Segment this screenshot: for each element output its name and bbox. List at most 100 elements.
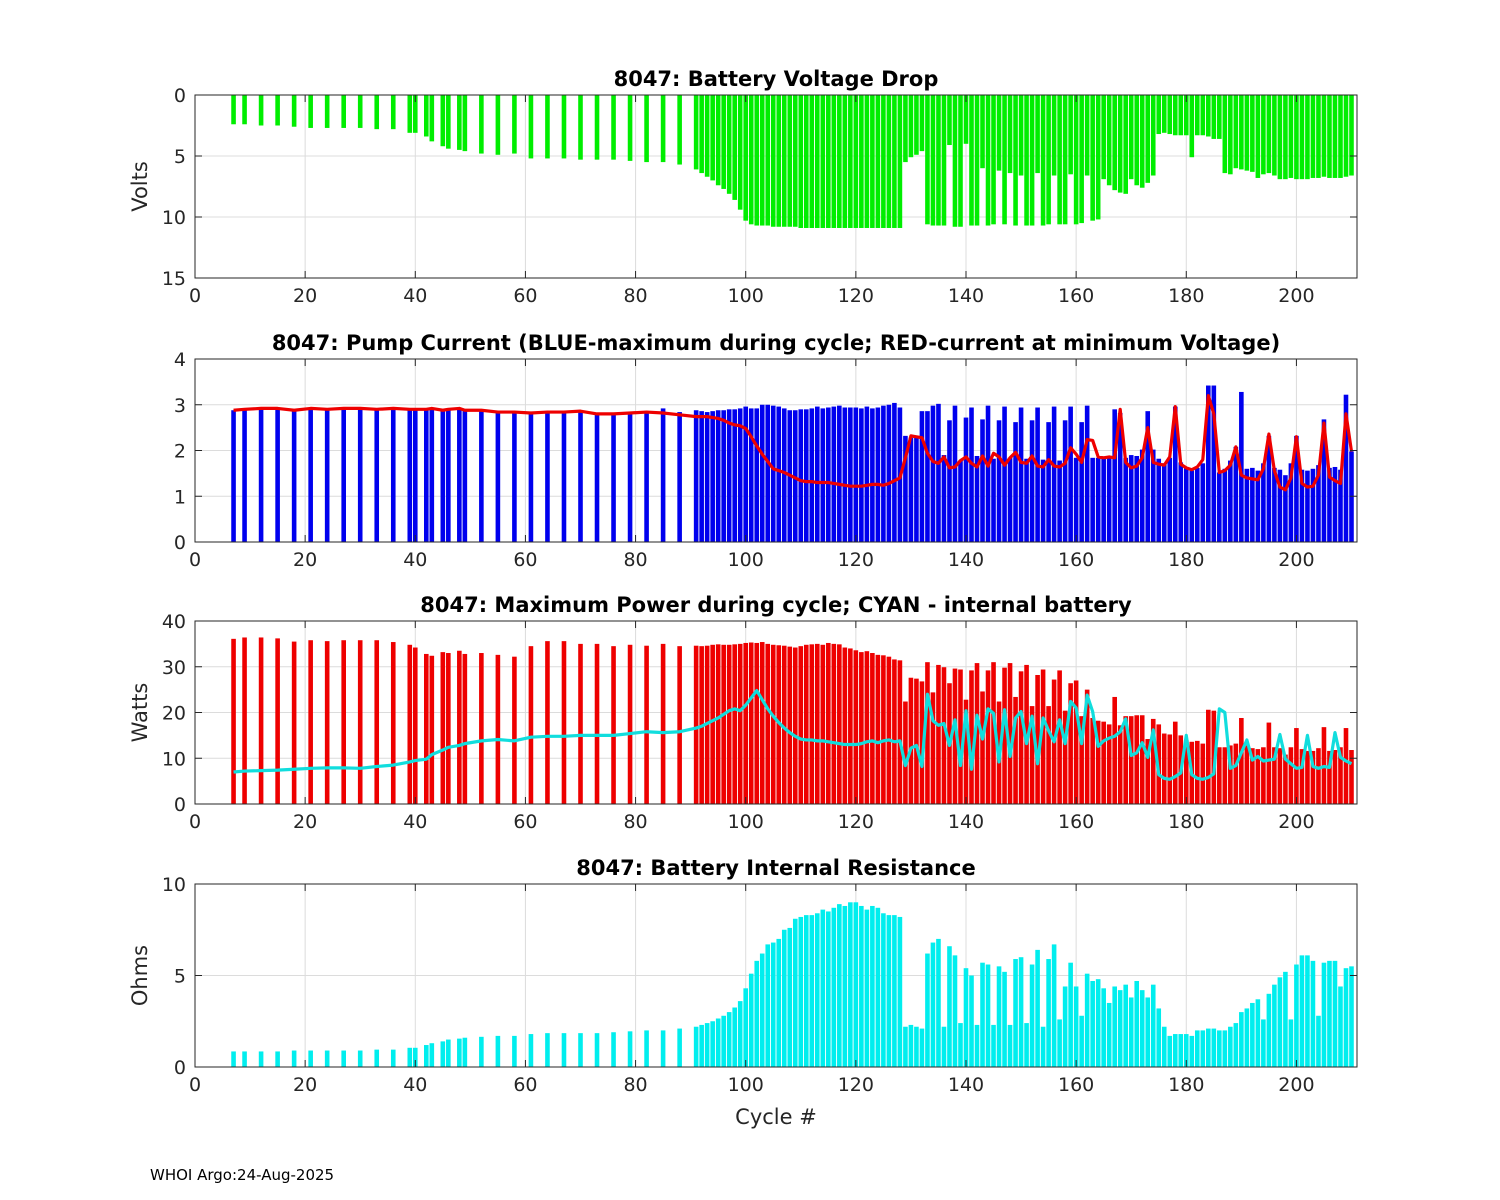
y-tick-label: 10 (162, 748, 186, 770)
bar (1150, 449, 1156, 542)
bar (1117, 95, 1123, 193)
bar (1261, 463, 1266, 542)
bar (1073, 95, 1079, 225)
bar (1057, 1019, 1062, 1067)
bar (1228, 460, 1233, 542)
bar (1178, 95, 1184, 136)
bar (941, 667, 947, 804)
bar (1233, 446, 1239, 542)
bar (1161, 95, 1167, 133)
bar (809, 644, 815, 804)
bar (275, 408, 280, 542)
bar (462, 95, 468, 152)
bar (831, 643, 837, 805)
bar (1172, 95, 1178, 136)
bar (1079, 95, 1084, 224)
bar (1338, 469, 1343, 542)
x-tick-label: 60 (513, 811, 537, 833)
x-tick-label: 120 (838, 285, 874, 307)
bar (1156, 95, 1162, 135)
bar (424, 409, 429, 542)
bar (1002, 667, 1007, 804)
bar (892, 95, 897, 228)
bar (1277, 748, 1283, 804)
bar (1150, 718, 1156, 804)
bar (941, 95, 947, 226)
bar (357, 640, 363, 804)
bar (528, 1034, 534, 1067)
bar (324, 641, 330, 804)
bar (424, 95, 429, 137)
bar (969, 95, 974, 226)
bar (1139, 95, 1145, 188)
bar (925, 953, 930, 1067)
bar (1156, 458, 1162, 542)
bar (936, 403, 941, 542)
bar (1123, 984, 1128, 1067)
bar (930, 95, 936, 226)
x-tick-label: 20 (293, 1074, 317, 1096)
x-tick-label: 0 (189, 285, 201, 307)
bar (1101, 95, 1106, 180)
chart-resistance: 0 20 40 60 80 100 120 140 160 180 200 0 5 10 8047: Bat… (128, 856, 1358, 1129)
bar (561, 95, 567, 159)
bar (963, 417, 969, 542)
bar (985, 670, 991, 804)
bar (1101, 988, 1106, 1067)
bar (1288, 747, 1294, 804)
bar (561, 641, 567, 804)
bar (1321, 962, 1327, 1067)
bar (743, 95, 749, 221)
bar (1084, 689, 1090, 805)
bar (677, 1028, 682, 1067)
bar (732, 1007, 737, 1067)
bar (1294, 728, 1299, 804)
bar (958, 460, 963, 542)
bar (748, 642, 754, 804)
bar (952, 95, 958, 227)
bar (881, 655, 886, 804)
bar (440, 652, 446, 804)
bar (792, 410, 798, 542)
bar (1013, 422, 1018, 542)
x-tick-label: 140 (948, 811, 984, 833)
bar (1183, 1034, 1189, 1067)
bar (969, 975, 974, 1067)
bar (996, 966, 1002, 1067)
bar (1106, 724, 1112, 804)
bar (875, 407, 881, 542)
bar (1167, 95, 1173, 135)
bar (291, 95, 297, 127)
bar (374, 640, 380, 804)
bar (1040, 669, 1046, 804)
bar (1228, 95, 1233, 175)
bar (1299, 95, 1305, 180)
bar (726, 95, 732, 194)
bar (892, 915, 897, 1067)
bar (1007, 663, 1013, 804)
x-tick-label: 40 (403, 549, 427, 571)
x-tick-label: 200 (1278, 1074, 1314, 1096)
bar (1134, 455, 1140, 542)
bar (1200, 743, 1206, 804)
bar (1062, 95, 1068, 225)
bar (231, 638, 236, 804)
bar (429, 408, 435, 542)
y-tick-label: 0 (174, 1057, 186, 1079)
x-tick-label: 120 (838, 811, 874, 833)
bar (1316, 95, 1321, 178)
chart-title: 8047: Maximum Power during cycle; CYAN -… (420, 593, 1132, 617)
bar (1244, 468, 1250, 542)
bar (1073, 680, 1079, 804)
bar (721, 644, 726, 804)
bar (754, 95, 760, 226)
bar (1211, 95, 1217, 139)
bar (842, 95, 848, 228)
bar (457, 95, 462, 150)
bar (1327, 95, 1332, 178)
bar (1250, 748, 1255, 804)
bar (770, 95, 776, 227)
bar (1035, 95, 1040, 174)
bar (1150, 95, 1156, 176)
bar (1217, 747, 1222, 804)
